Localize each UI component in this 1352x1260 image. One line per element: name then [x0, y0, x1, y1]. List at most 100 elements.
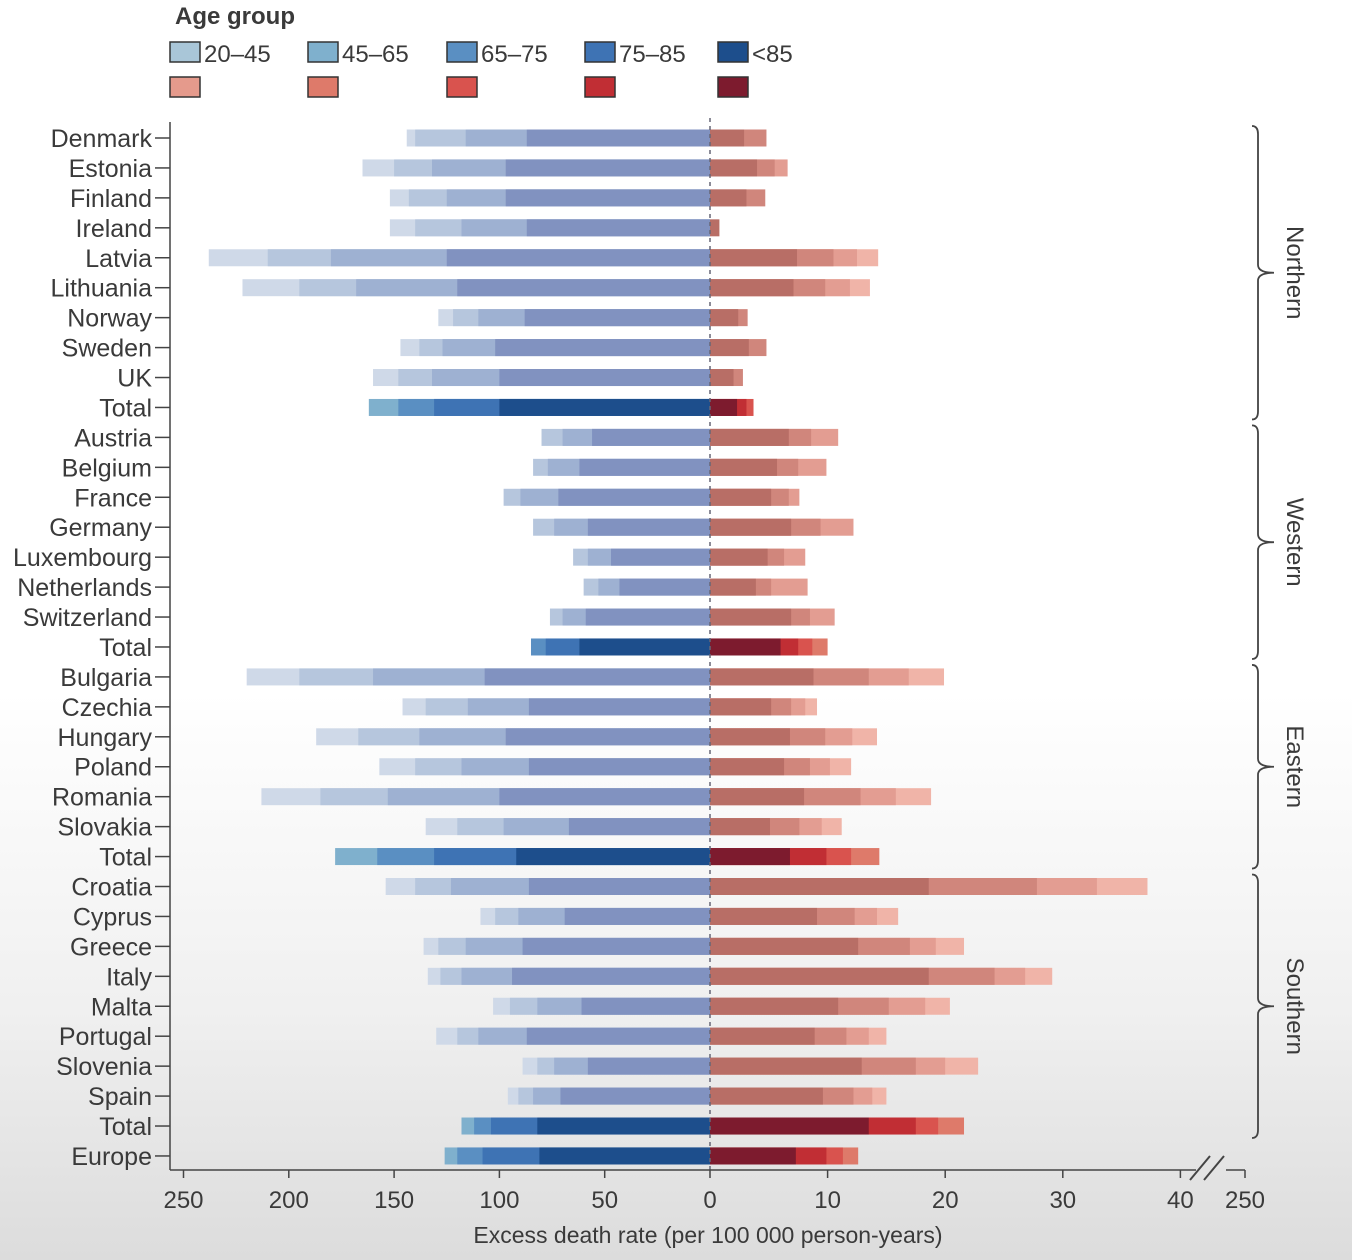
legend-label: <85 — [752, 41, 793, 68]
legend-swatch-red — [307, 76, 339, 98]
row-label: Total — [99, 844, 152, 872]
bar-blue-segment — [505, 728, 710, 746]
bar-blue-segment — [526, 1027, 710, 1045]
bar-blue-segment — [526, 219, 710, 237]
row-label: Estonia — [69, 155, 152, 183]
row-total — [368, 398, 754, 416]
bar-blue-segment — [495, 339, 710, 357]
bar-red-segment — [710, 698, 772, 716]
bar-blue-segment — [505, 159, 710, 177]
axes: 250 200 150 100 50 0 10 20 30 40 250 Excess death r… — [163, 118, 1265, 1248]
axis-break-mark — [1189, 1155, 1211, 1181]
row-label: Luxembourg — [13, 544, 152, 572]
region-label-western: Western — [1281, 498, 1308, 587]
legend-label: 20–45 — [204, 41, 271, 68]
axis-break-mark — [1203, 1155, 1225, 1181]
row-label: Ireland — [76, 215, 152, 243]
bars — [208, 129, 1148, 1165]
row-hungary — [316, 728, 877, 746]
row-belgium — [533, 458, 827, 476]
bar-red-segment — [710, 878, 929, 895]
bar-red-segment — [710, 518, 792, 536]
row-poland — [379, 758, 852, 776]
row-label: Hungary — [58, 724, 153, 752]
bar-blue-segment — [499, 398, 710, 416]
bar-red-segment — [710, 818, 770, 836]
bar-blue-segment — [499, 788, 710, 806]
bar-blue-segment — [528, 878, 710, 895]
legend-swatch-blue — [584, 41, 616, 63]
bar-blue-segment — [579, 638, 710, 656]
row-label: Italy — [106, 963, 152, 991]
row-label: Denmark — [51, 125, 153, 153]
row-label: Greece — [70, 933, 152, 961]
bar-red-segment — [710, 1117, 869, 1135]
row-label: Bulgaria — [60, 664, 152, 692]
row-label: Total — [99, 394, 152, 422]
bar-blue-segment — [587, 1057, 710, 1075]
bar-red-segment — [710, 608, 792, 626]
legend-title: Age group — [175, 3, 295, 30]
bar-blue-segment — [539, 1147, 710, 1165]
bar-blue-segment — [516, 848, 710, 866]
bar-blue-segment — [446, 249, 710, 267]
bar-blue-segment — [505, 189, 710, 207]
legend-label: 65–75 — [481, 41, 548, 68]
row-netherlands — [583, 578, 808, 596]
bar-blue-segment — [568, 818, 710, 836]
bar-blue-segment — [585, 608, 710, 626]
bar-red-segment — [710, 129, 745, 147]
row-europe — [444, 1147, 859, 1165]
bar-red-segment — [710, 1057, 862, 1075]
row-label: Europe — [71, 1143, 152, 1171]
bar-blue-segment — [560, 1087, 710, 1105]
row-label: Croatia — [71, 874, 152, 902]
legend-swatch-red — [446, 76, 478, 98]
bar-blue-segment — [587, 518, 710, 536]
bar-blue-segment — [558, 488, 710, 506]
bar-red-segment — [710, 398, 738, 416]
x-tick-label: 0 — [703, 1187, 716, 1214]
row-denmark — [406, 129, 767, 147]
bar-blue-segment — [526, 129, 710, 147]
region-brackets: Northern Western Eastern Southern — [1251, 125, 1308, 1139]
row-greece — [423, 937, 965, 955]
row-luxembourg — [573, 548, 806, 566]
row-label: Finland — [70, 185, 152, 213]
row-lithuania — [242, 279, 870, 297]
x-tick-label: 20 — [932, 1187, 959, 1214]
row-label: UK — [117, 365, 152, 393]
bar-red-segment — [710, 279, 794, 297]
row-label: Lithuania — [51, 275, 153, 303]
x-tick-label: 150 — [374, 1187, 414, 1214]
row-croatia — [385, 878, 1148, 895]
bar-blue-segment — [619, 578, 710, 596]
bar-blue-segment — [457, 279, 710, 297]
row-austria — [541, 428, 839, 446]
row-label: Norway — [67, 305, 152, 333]
row-italy — [427, 967, 1053, 985]
row-latvia — [208, 249, 879, 267]
legend-label: 75–85 — [619, 41, 686, 68]
row-label: Romania — [52, 784, 152, 812]
legend-swatch-red — [717, 76, 749, 98]
bar-red-segment — [710, 728, 790, 746]
bar-red-segment — [710, 638, 781, 656]
row-label: Germany — [49, 514, 152, 542]
row-portugal — [436, 1027, 887, 1045]
bar-red-segment — [710, 219, 720, 237]
bar-red-segment — [710, 189, 747, 207]
bracket-southern — [1251, 873, 1275, 1139]
x-tick-label: 10 — [814, 1187, 841, 1214]
row-cyprus — [480, 907, 899, 925]
x-tick-label: 200 — [269, 1187, 309, 1214]
x-tick-label: 250 — [1225, 1187, 1265, 1214]
row-label: Netherlands — [17, 574, 152, 602]
row-label: Poland — [74, 754, 152, 782]
bar-blue-segment — [592, 428, 710, 446]
legend-swatch-blue — [446, 41, 478, 63]
row-slovakia — [425, 818, 842, 836]
bar-red-segment — [710, 159, 758, 177]
bar-red-segment — [710, 1027, 815, 1045]
